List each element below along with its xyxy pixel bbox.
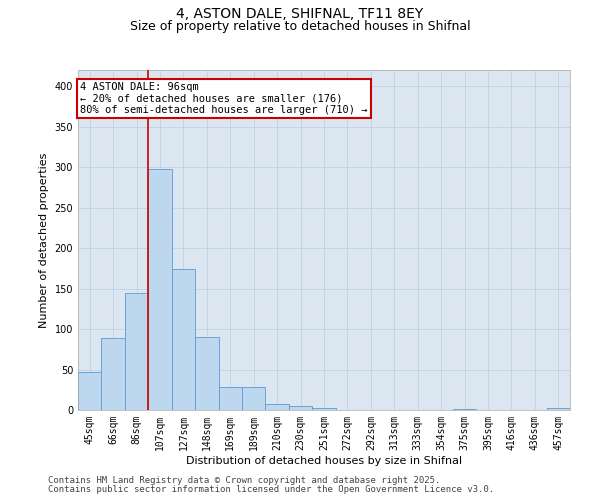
Text: Contains HM Land Registry data © Crown copyright and database right 2025.: Contains HM Land Registry data © Crown c… [48,476,440,485]
Bar [453,409,476,410]
Bar [148,169,172,410]
Y-axis label: Number of detached properties: Number of detached properties [39,152,49,328]
Text: 4 ASTON DALE: 96sqm
← 20% of detached houses are smaller (176)
80% of semi-detac: 4 ASTON DALE: 96sqm ← 20% of detached ho… [80,82,368,116]
Bar [265,404,289,410]
Bar [172,269,195,410]
Bar [242,388,265,410]
Bar [195,337,218,410]
Bar [101,338,125,410]
Bar [289,406,312,410]
Bar [218,388,242,410]
Bar [78,372,101,410]
Bar [312,408,336,410]
Bar [547,408,570,410]
Bar [125,292,148,410]
Text: Size of property relative to detached houses in Shifnal: Size of property relative to detached ho… [130,20,470,33]
Text: Contains public sector information licensed under the Open Government Licence v3: Contains public sector information licen… [48,485,494,494]
Text: 4, ASTON DALE, SHIFNAL, TF11 8EY: 4, ASTON DALE, SHIFNAL, TF11 8EY [176,8,424,22]
X-axis label: Distribution of detached houses by size in Shifnal: Distribution of detached houses by size … [186,456,462,466]
